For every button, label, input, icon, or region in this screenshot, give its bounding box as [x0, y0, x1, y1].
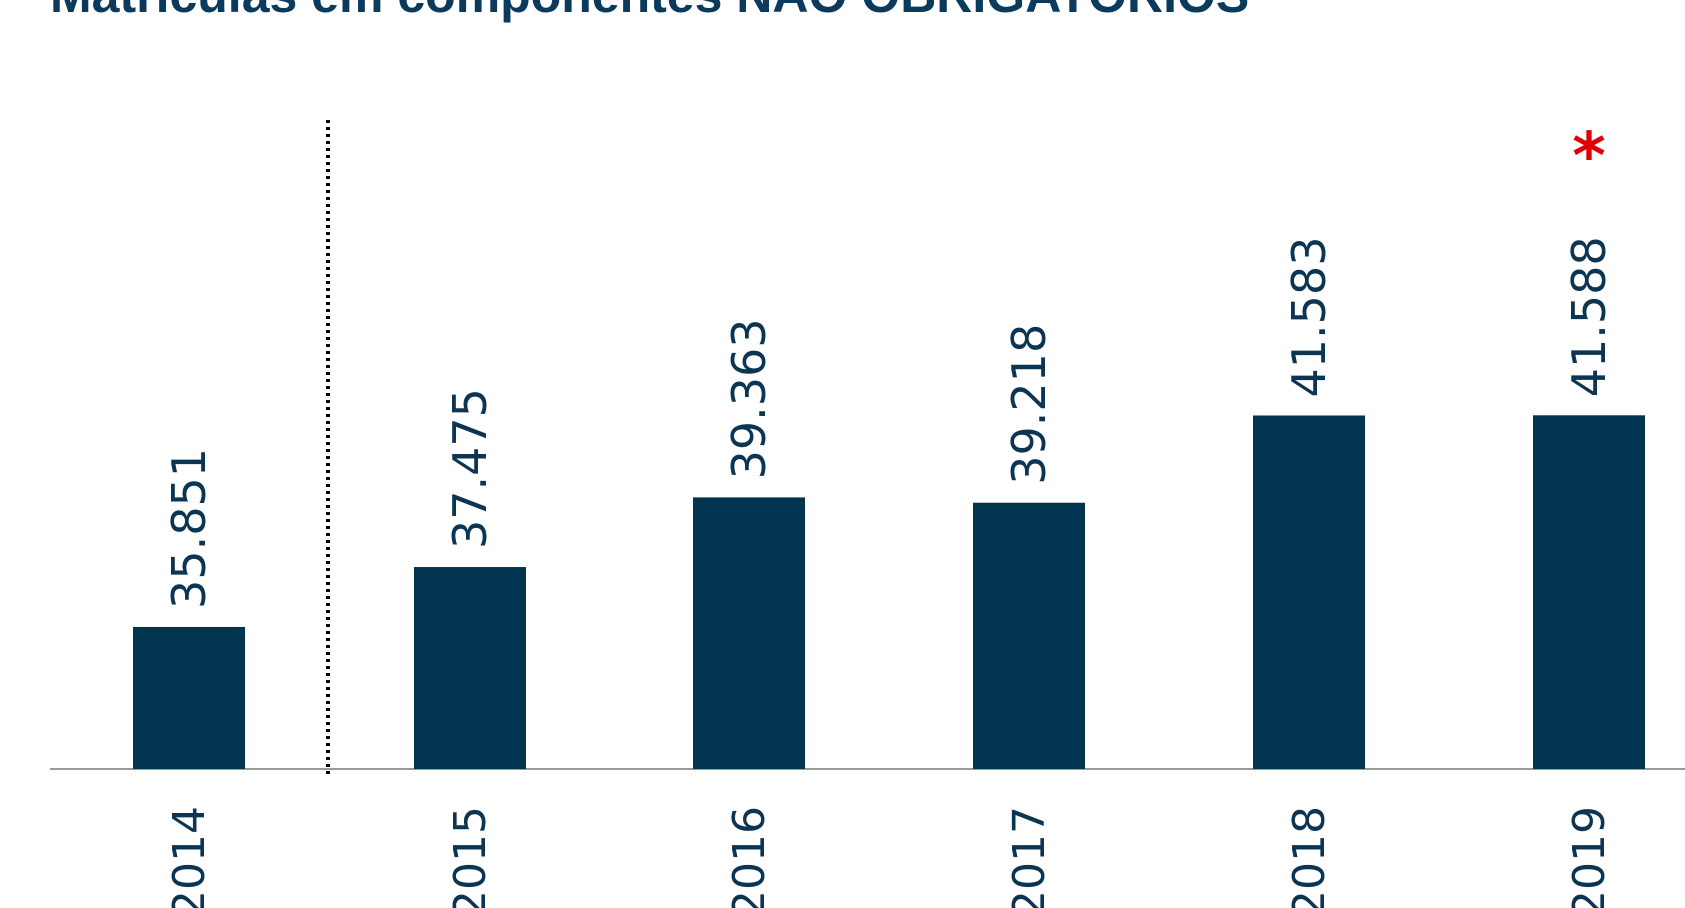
x-tick-label: 2015 [445, 806, 496, 908]
value-label: 35.851 [162, 448, 216, 609]
chart-title: Matrículas em componentes NÃO OBRIGATÓRI… [50, 0, 1249, 23]
bar [693, 497, 805, 769]
bar [133, 626, 245, 769]
value-label: 37.475 [443, 388, 497, 549]
x-tick-label: 2017 [1004, 806, 1055, 908]
annotation: * [1572, 120, 1605, 194]
x-tick-label: 2018 [1284, 806, 1335, 908]
x-tick-label: 2014 [164, 806, 215, 908]
bar [1253, 415, 1365, 769]
x-tick-label: 2019 [1564, 806, 1615, 908]
bar [973, 502, 1085, 769]
bar [1533, 415, 1645, 769]
value-label: 41.583 [1282, 237, 1336, 398]
x-tick-label: 2016 [724, 806, 775, 908]
value-label: 41.588 [1562, 236, 1616, 397]
value-label: 39.363 [722, 318, 776, 479]
value-label: 39.218 [1002, 324, 1056, 485]
bar [414, 567, 526, 769]
